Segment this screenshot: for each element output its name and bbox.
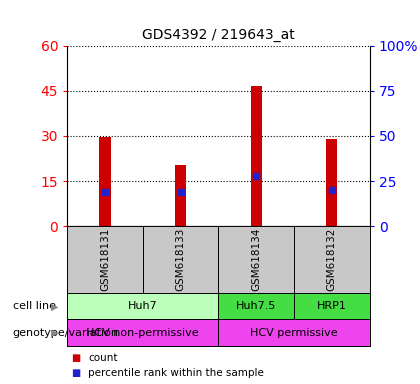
Text: count: count	[88, 353, 118, 363]
Text: GSM618132: GSM618132	[327, 228, 337, 291]
Text: percentile rank within the sample: percentile rank within the sample	[88, 368, 264, 378]
Text: HCV non-permissive: HCV non-permissive	[87, 328, 199, 338]
Text: Huh7.5: Huh7.5	[236, 301, 276, 311]
Bar	[326, 139, 338, 226]
Text: Huh7: Huh7	[128, 301, 158, 311]
Text: GSM618134: GSM618134	[251, 228, 261, 291]
Text: genotype/variation: genotype/variation	[13, 328, 118, 338]
Text: HCV permissive: HCV permissive	[250, 328, 338, 338]
Bar	[251, 86, 262, 226]
Text: ▶: ▶	[51, 328, 59, 338]
Bar	[175, 164, 186, 226]
Text: ■: ■	[71, 368, 81, 378]
Text: cell line: cell line	[13, 301, 55, 311]
Text: ▶: ▶	[51, 301, 59, 311]
Text: GSM618131: GSM618131	[100, 228, 110, 291]
Text: GSM618133: GSM618133	[176, 228, 186, 291]
Text: ■: ■	[71, 353, 81, 363]
Bar	[100, 137, 111, 226]
Title: GDS4392 / 219643_at: GDS4392 / 219643_at	[142, 28, 295, 42]
Text: HRP1: HRP1	[317, 301, 347, 311]
